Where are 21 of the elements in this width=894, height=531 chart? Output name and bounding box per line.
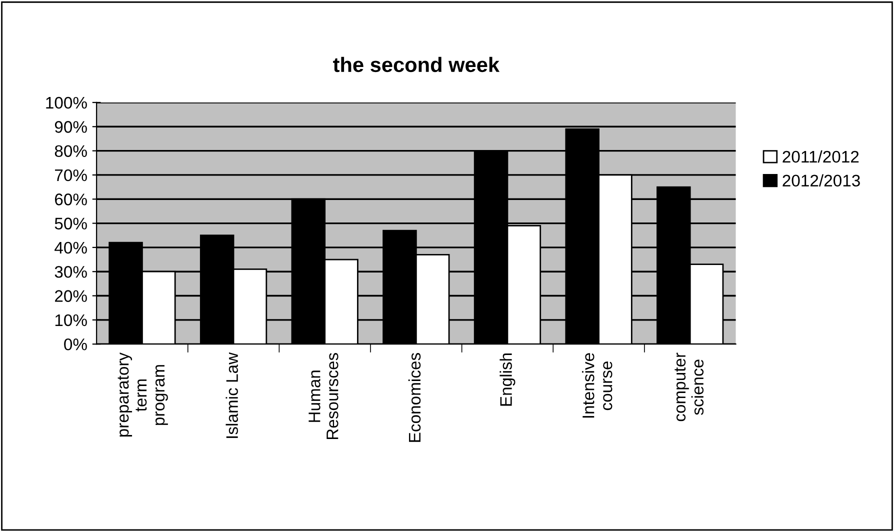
legend-label: 2012/2013 [782,174,860,187]
legend-label: 2011/2012 [782,150,859,163]
y-tick-label: 20% [55,290,87,302]
x-tick-label: Economices [408,353,421,442]
chart-title: the second week [333,56,500,72]
y-tick-label: 0% [64,338,87,350]
y-tick-label: 100% [46,96,87,109]
y-tick-label: 80% [54,145,87,158]
y-tick-label: 50% [54,218,87,230]
y-tick-label: 70% [55,169,87,182]
x-tick-label: English [500,354,516,406]
x-tick-label: preparatory term program [118,352,168,437]
x-tick-label: computer science [674,352,704,422]
y-tick-label: 90% [54,121,87,133]
x-tick-label: Intensive course [582,353,612,418]
y-tick-label: 40% [54,242,87,254]
x-tick-label: Islamic Law [226,352,238,438]
y-tick-label: 30% [54,266,87,278]
y-tick-label: 60% [55,194,87,206]
x-tick-label: Human Resoursces [308,353,338,440]
y-tick-label: 10% [55,314,87,326]
